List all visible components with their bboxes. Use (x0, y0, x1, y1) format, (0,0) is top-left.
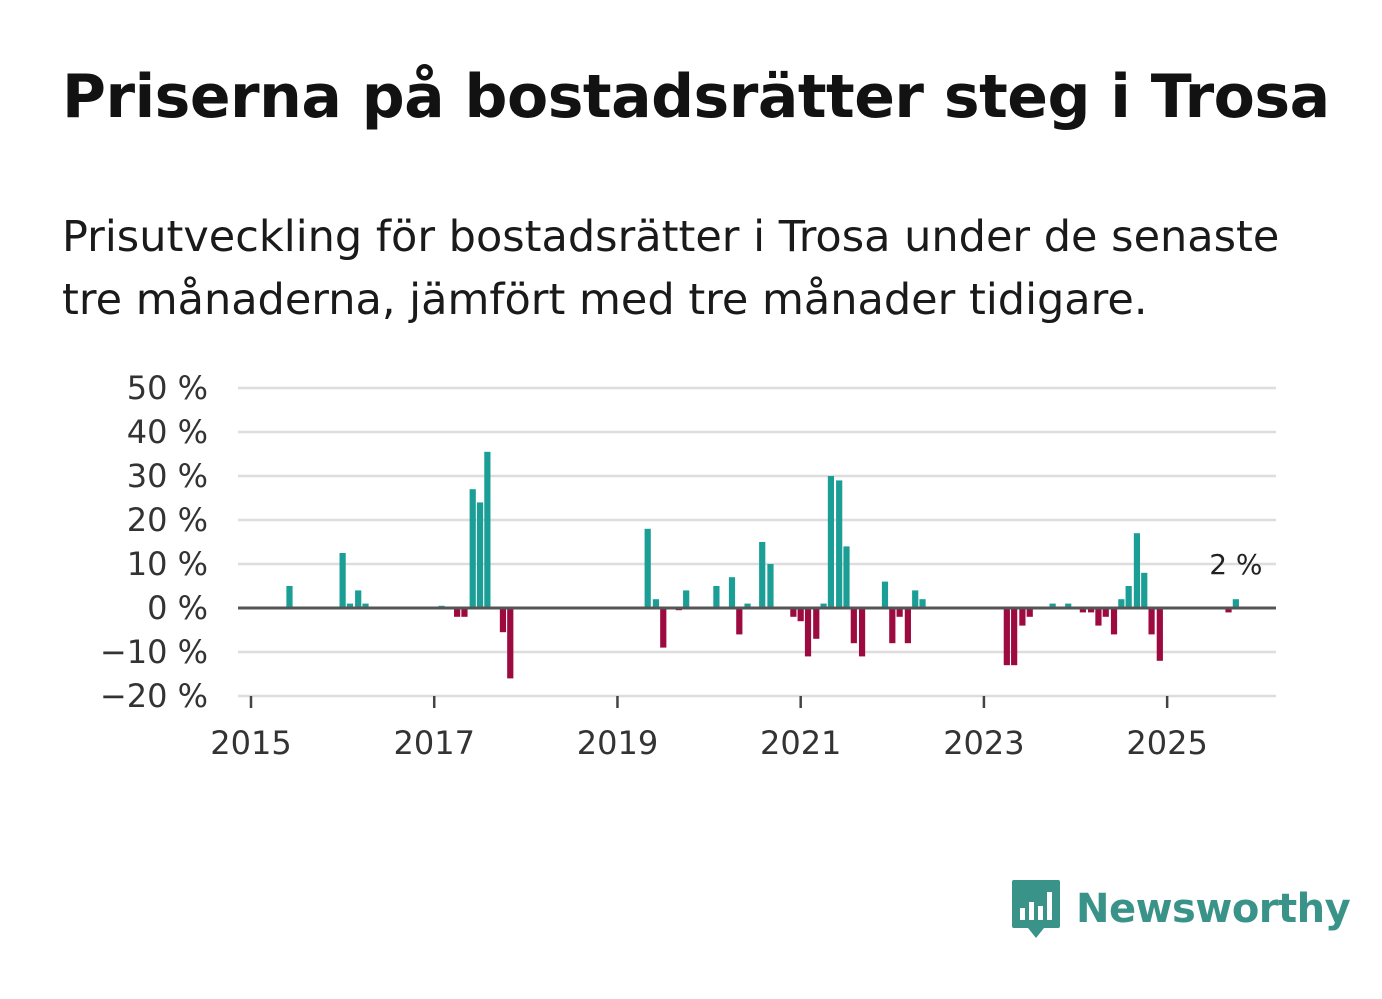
bar-positive (820, 603, 827, 608)
bar-negative (850, 608, 857, 644)
bar-positive (339, 553, 346, 608)
y-tick-label: 40 % (127, 413, 208, 451)
x-tick-label: 2015 (210, 724, 291, 762)
price-change-bar-chart: 50 %40 %30 %20 %10 %0 %−10 %−20 % 2015 20… (100, 369, 1276, 762)
y-tick-label: 10 % (127, 545, 208, 583)
bar-positive (1133, 533, 1141, 608)
bar-positive (836, 480, 843, 608)
latest-value-label: 2 % (1209, 548, 1262, 581)
y-tick-label: −20 % (100, 677, 208, 715)
newsworthy-chart-bubble-icon (1012, 880, 1060, 938)
bar-negative (461, 608, 468, 617)
bar-negative (858, 608, 866, 657)
chart-subtitle: Prisutveckling för bostadsrätter i Trosa… (62, 212, 1280, 325)
bar-positive (1118, 599, 1125, 608)
bar-positive (843, 546, 850, 608)
bar-positive (469, 489, 476, 608)
bar-negative (1003, 608, 1010, 666)
bar-negative (790, 608, 797, 617)
bar-positive (1125, 586, 1132, 608)
y-tick-label: 30 % (127, 457, 208, 495)
bar-negative (1148, 608, 1155, 635)
y-axis-labels: 50 % 40 % 30 % 20 % 10 % 0 % −10 % −20 % (100, 369, 208, 715)
bar-positive (362, 603, 369, 608)
bar-positive (744, 603, 751, 608)
y-tick-label: −10 % (100, 633, 208, 671)
bar-negative (1095, 608, 1102, 626)
bar-negative (1110, 608, 1118, 635)
y-tick-label: 20 % (127, 501, 208, 539)
bar-positive (1232, 599, 1239, 608)
bar-negative (889, 608, 896, 644)
newsworthy-logo: Newsworthy (1010, 878, 1351, 940)
bar-negative (1011, 608, 1018, 666)
gridlines (238, 386, 1276, 698)
bar-negative (660, 608, 667, 648)
y-tick-label: 0 % (147, 589, 208, 627)
bar-positive (827, 476, 835, 608)
bar-positive (912, 590, 919, 608)
x-tick-label: 2023 (943, 724, 1024, 762)
x-axis: 2015 2017 2019 2021 2023 2025 (210, 696, 1208, 762)
bar-positive (286, 586, 293, 608)
bar-positive (1065, 603, 1072, 608)
bar-positive (1141, 572, 1148, 608)
bar-negative (1079, 608, 1086, 613)
bar-negative (896, 608, 903, 617)
bar-negative (499, 608, 507, 633)
bar-positive (346, 603, 354, 608)
bar-positive (652, 599, 660, 608)
x-tick-label: 2021 (760, 724, 841, 762)
bar-negative (797, 608, 804, 622)
bar-positive (683, 590, 690, 608)
bar-negative (1102, 608, 1109, 617)
bar-negative (804, 608, 812, 657)
bar-positive (476, 502, 484, 608)
x-tick-label: 2017 (394, 724, 475, 762)
bar-positive (644, 528, 651, 608)
annotations: 2 % (1209, 548, 1262, 581)
bar-negative (1225, 608, 1232, 613)
bar-positive (919, 599, 926, 608)
bar-positive (713, 586, 720, 608)
bar-negative (454, 608, 461, 617)
bar-negative (507, 608, 514, 679)
bar-negative (1019, 608, 1026, 626)
chart-title: Priserna på bostadsrätter steg i Trosa (62, 62, 1330, 132)
bar-negative (736, 608, 743, 635)
bar-negative (1088, 608, 1095, 613)
x-tick-label: 2019 (577, 724, 658, 762)
y-tick-label: 50 % (127, 369, 208, 407)
bar-negative (813, 608, 820, 639)
bar-positive (759, 542, 766, 608)
bar-positive (355, 590, 362, 608)
bar-positive (484, 451, 491, 608)
bar-positive (1049, 603, 1056, 608)
x-tick-label: 2025 (1126, 724, 1207, 762)
bar-positive (728, 577, 736, 608)
brand-name: Newsworthy (1076, 886, 1351, 932)
bar-positive (881, 581, 889, 608)
bar-negative (1156, 608, 1163, 661)
bar-negative (904, 608, 911, 644)
bar-positive (767, 564, 774, 608)
bar-negative (1026, 608, 1033, 617)
